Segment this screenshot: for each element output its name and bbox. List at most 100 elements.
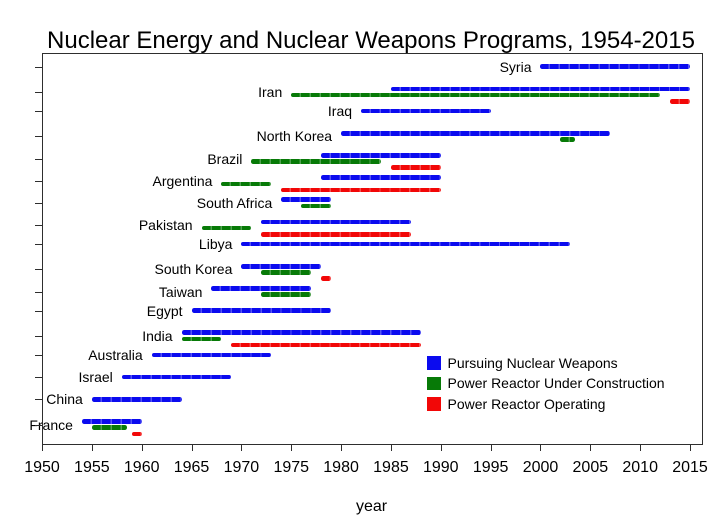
country-label-france: France	[29, 416, 73, 433]
x-tick-label-1955: 1955	[74, 459, 110, 476]
x-tick-label-1985: 1985	[373, 459, 409, 476]
bar-pakistan-operating	[261, 231, 411, 237]
legend: Pursuing Nuclear Weapons Power Reactor U…	[427, 356, 665, 418]
country-label-pakistan: Pakistan	[138, 217, 193, 234]
y-tick-iraq	[35, 111, 42, 113]
pursuing-weapons-swatch-icon	[427, 356, 441, 370]
bar-france-operating	[131, 431, 142, 437]
country-label-south-africa: South Africa	[196, 194, 273, 211]
bar-taiwan-construction	[261, 292, 312, 297]
x-tick-label-1995: 1995	[472, 459, 509, 476]
x-tick-1970	[241, 444, 243, 451]
x-tick-1960	[141, 444, 143, 451]
y-tick-china	[35, 399, 42, 401]
bar-libya-pursuing	[241, 241, 571, 247]
y-tick-south-africa	[35, 202, 42, 204]
x-tick-label-2000: 2000	[522, 459, 559, 476]
bar-north-korea-pursuing	[341, 130, 611, 136]
y-tick-syria	[35, 66, 42, 68]
country-label-iran: Iran	[258, 84, 283, 101]
country-label-israel: Israel	[78, 369, 113, 386]
bar-taiwan-pursuing	[211, 286, 312, 291]
x-tick-label-2015: 2015	[672, 459, 708, 476]
y-tick-taiwan	[35, 291, 42, 293]
y-tick-south-korea	[35, 269, 42, 271]
y-tick-pakistan	[35, 225, 42, 227]
country-label-north-korea: North Korea	[256, 128, 333, 145]
bar-pakistan-pursuing	[261, 219, 411, 225]
x-tick-label-2005: 2005	[572, 459, 609, 476]
bar-israel-pursuing	[121, 374, 232, 380]
country-label-argentina: Argentina	[152, 172, 213, 189]
bar-iran-operating	[670, 98, 691, 104]
x-axis-label: year	[355, 498, 388, 515]
bar-china-pursuing	[91, 396, 182, 402]
country-label-australia: Australia	[88, 346, 143, 363]
y-tick-australia	[35, 354, 42, 356]
country-label-india: India	[142, 327, 173, 344]
x-tick-1995	[490, 444, 492, 451]
x-tick-1985	[390, 444, 392, 451]
bar-south-korea-pursuing	[241, 263, 322, 269]
bar-brazil-pursuing	[321, 153, 441, 158]
x-tick-2010	[640, 444, 642, 451]
bar-brazil-construction	[251, 159, 381, 164]
bar-france-pursuing	[81, 419, 142, 424]
x-tick-label-1965: 1965	[173, 459, 210, 476]
x-tick-1975	[291, 444, 293, 451]
y-tick-argentina	[35, 180, 42, 182]
x-tick-label-1950: 1950	[24, 459, 60, 476]
legend-label-operating: Power Reactor Operating	[447, 395, 606, 412]
x-tick-1965	[191, 444, 193, 451]
x-tick-label-1975: 1975	[273, 459, 310, 476]
x-tick-1990	[440, 444, 442, 451]
x-tick-1980	[341, 444, 343, 451]
bar-south-korea-construction	[261, 270, 312, 275]
bar-north-korea-construction	[560, 137, 576, 142]
country-label-china: China	[46, 391, 83, 408]
x-tick-2015	[690, 444, 692, 451]
bar-india-operating	[231, 342, 421, 348]
x-tick-label-1960: 1960	[123, 459, 160, 476]
country-label-taiwan: Taiwan	[158, 283, 203, 300]
x-tick-label-2010: 2010	[622, 459, 658, 476]
x-tick-label-1980: 1980	[323, 459, 359, 476]
plot-area	[42, 53, 703, 445]
legend-item-operating: Power Reactor Operating	[427, 397, 665, 411]
y-tick-israel	[35, 377, 42, 379]
bar-syria-pursuing	[540, 64, 691, 69]
y-tick-brazil	[35, 158, 42, 160]
y-tick-iran	[35, 92, 42, 94]
y-tick-france	[35, 424, 42, 426]
country-label-syria: Syria	[499, 58, 532, 75]
bar-australia-pursuing	[151, 352, 272, 358]
legend-item-pursuing: Pursuing Nuclear Weapons	[427, 356, 665, 370]
x-tick-2005	[590, 444, 592, 451]
legend-label-construction: Power Reactor Under Construction	[447, 375, 665, 392]
bar-egypt-pursuing	[191, 308, 332, 313]
y-tick-india	[35, 335, 42, 337]
bar-iran-pursuing	[390, 86, 691, 92]
bar-brazil-operating	[390, 165, 441, 171]
bar-pakistan-construction	[201, 225, 252, 231]
reactor-construction-swatch-icon	[427, 376, 441, 390]
country-label-libya: Libya	[198, 236, 233, 253]
chart-title: Nuclear Energy and Nuclear Weapons Progr…	[47, 27, 695, 54]
x-tick-label-1970: 1970	[223, 459, 260, 476]
x-tick-label-1990: 1990	[422, 459, 459, 476]
bar-argentina-operating	[281, 187, 441, 193]
country-label-iraq: Iraq	[327, 103, 353, 120]
bar-south-africa-construction	[301, 203, 332, 209]
y-tick-libya	[35, 244, 42, 246]
legend-item-construction: Power Reactor Under Construction	[427, 375, 665, 392]
bar-south-korea-operating	[321, 276, 332, 281]
bar-iraq-pursuing	[361, 108, 491, 114]
x-tick-2000	[540, 444, 542, 451]
bar-india-pursuing	[181, 330, 421, 336]
x-tick-1955	[91, 444, 93, 451]
reactor-operating-swatch-icon	[427, 397, 441, 411]
bar-india-construction	[181, 336, 222, 342]
bar-argentina-construction	[221, 181, 272, 187]
x-tick-1950	[42, 444, 43, 451]
